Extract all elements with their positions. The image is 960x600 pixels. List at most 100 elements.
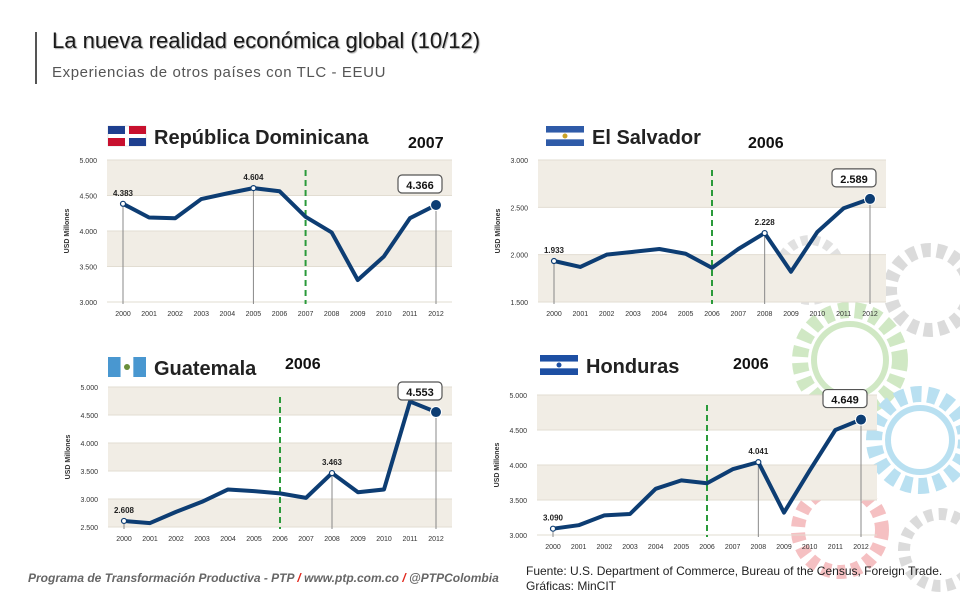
y-tick-label: 4.500 xyxy=(509,428,527,435)
data-label: 3.463 xyxy=(322,458,343,467)
footer-program: Programa de Transformación Productiva - … xyxy=(28,571,499,585)
country-flag-icon xyxy=(107,125,147,147)
x-tick-label: 2010 xyxy=(802,544,818,550)
data-point xyxy=(761,229,768,237)
tlc-year-label: 2006 xyxy=(733,356,769,373)
y-tick-label: 4.000 xyxy=(79,229,97,236)
x-tick-label: 2005 xyxy=(246,311,262,318)
x-tick-label: 2012 xyxy=(853,544,869,550)
y-tick-label: 2.500 xyxy=(80,525,98,532)
x-tick-label: 2009 xyxy=(783,311,799,318)
x-tick-label: 2005 xyxy=(674,544,690,550)
tlc-year-label: 2007 xyxy=(408,135,444,152)
footer-separator-2: / xyxy=(402,571,406,585)
y-tick-label: 5.000 xyxy=(509,393,527,400)
x-tick-label: 2007 xyxy=(298,536,314,543)
data-point xyxy=(755,459,762,466)
x-tick-label: 2001 xyxy=(141,311,157,318)
x-tick-label: 2007 xyxy=(298,311,314,318)
x-tick-label: 2003 xyxy=(193,311,209,318)
x-tick-label: 2003 xyxy=(194,536,210,543)
country-name: Honduras xyxy=(586,356,679,378)
country-name: Guatemala xyxy=(154,358,257,380)
data-point xyxy=(864,192,876,205)
country-flag-icon xyxy=(540,355,578,375)
x-tick-label: 2010 xyxy=(810,311,826,318)
x-tick-label: 2004 xyxy=(648,544,664,550)
series-line xyxy=(122,186,437,282)
y-tick-label: 3.000 xyxy=(80,497,98,504)
tlc-year-label: 2006 xyxy=(748,135,784,152)
y-tick-label: 1.500 xyxy=(510,300,528,307)
x-tick-label: 2012 xyxy=(862,311,878,318)
x-tick-label: 2000 xyxy=(546,311,562,318)
data-point xyxy=(430,406,442,419)
x-tick-label: 2009 xyxy=(776,544,792,550)
y-tick-label: 3.000 xyxy=(79,300,97,307)
x-tick-label: 2002 xyxy=(599,311,615,318)
x-tick-label: 2001 xyxy=(573,311,589,318)
data-label: 1.933 xyxy=(544,246,565,255)
x-tick-label: 2003 xyxy=(625,311,641,318)
x-tick-label: 2008 xyxy=(757,311,773,318)
y-tick-label: 4.000 xyxy=(509,463,527,470)
series-line xyxy=(553,197,871,274)
chart-guatemala: Guatemala 2006 5.000 4.500 4.000 3.500 3.000 2.… xyxy=(65,356,452,543)
country-name: El Salvador xyxy=(592,127,701,149)
footer-handle-link[interactable]: @PTPColombia xyxy=(409,571,499,585)
grid-band xyxy=(107,231,452,267)
data-label: 2.608 xyxy=(114,506,135,515)
page-subtitle: Experiencias de otros países con TLC - E… xyxy=(52,64,386,81)
chart-republica-dominicana: República Dominicana 2007 5.000 4.500 4.000 3… xyxy=(64,125,452,318)
y-axis-label: USD Millones xyxy=(495,209,502,254)
data-label: 3.090 xyxy=(543,514,564,523)
x-tick-label: 2011 xyxy=(836,311,851,318)
series-line xyxy=(552,417,862,531)
x-tick-label: 2005 xyxy=(678,311,694,318)
x-tick-label: 2001 xyxy=(142,536,158,543)
y-tick-label: 4.500 xyxy=(80,413,98,420)
x-tick-label: 2008 xyxy=(324,311,340,318)
x-tick-label: 2002 xyxy=(168,536,184,543)
y-tick-label: 4.500 xyxy=(79,194,97,201)
x-tick-label: 2002 xyxy=(167,311,183,318)
y-tick-label: 4.000 xyxy=(80,441,98,448)
footer-program-name: Programa de Transformación Productiva - … xyxy=(28,571,295,585)
data-label: 4.553 xyxy=(406,387,434,399)
data-label: 4.041 xyxy=(748,447,769,456)
x-tick-label: 2000 xyxy=(116,536,132,543)
data-label: 4.604 xyxy=(243,173,264,182)
x-tick-label: 2005 xyxy=(246,536,262,543)
x-tick-label: 2003 xyxy=(622,544,638,550)
data-point xyxy=(250,185,257,192)
x-tick-label: 2006 xyxy=(704,311,720,318)
x-tick-label: 2009 xyxy=(350,311,366,318)
chart-el-salvador: El Salvador 2006 3.000 2.500 2.000 1.500 USD M… xyxy=(495,126,886,318)
data-point xyxy=(120,517,128,525)
data-label-box xyxy=(831,168,877,188)
footer-separator-1: / xyxy=(297,571,301,585)
data-label: 4.649 xyxy=(831,395,859,407)
x-tick-label: 2011 xyxy=(402,311,417,318)
country-flag-icon xyxy=(546,126,584,146)
country-flag-icon xyxy=(108,357,146,377)
data-label: 2.228 xyxy=(755,218,776,227)
x-tick-label: 2008 xyxy=(751,544,767,550)
y-tick-label: 3.500 xyxy=(80,469,98,476)
data-point xyxy=(855,413,867,426)
y-tick-label: 3.000 xyxy=(510,158,528,165)
x-tick-label: 2000 xyxy=(545,544,561,550)
chart-honduras: Honduras 2006 5.000 4.500 4.000 3.500 3.000 USD… xyxy=(494,355,877,550)
x-tick-label: 2006 xyxy=(699,544,715,550)
x-tick-label: 2007 xyxy=(731,311,747,318)
x-tick-label: 2008 xyxy=(324,536,340,543)
y-tick-label: 3.500 xyxy=(79,265,97,272)
y-axis-label: USD Millones xyxy=(65,435,72,480)
title-accent-bar xyxy=(35,32,37,84)
y-tick-label: 5.000 xyxy=(79,158,97,165)
y-tick-label: 5.000 xyxy=(80,385,98,392)
x-tick-label: 2011 xyxy=(828,544,843,550)
footer-site-link[interactable]: www.ptp.com.co xyxy=(304,571,400,585)
data-point xyxy=(328,469,336,477)
data-point xyxy=(119,200,127,207)
